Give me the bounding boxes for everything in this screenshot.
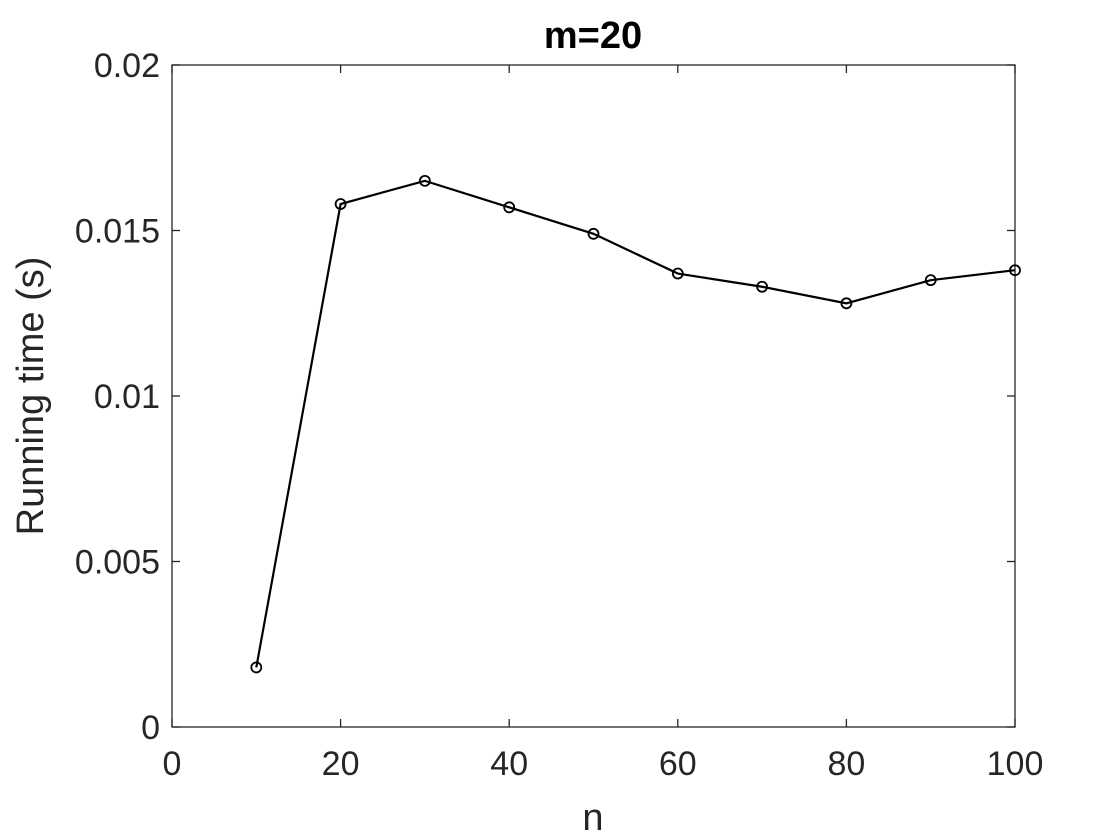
data-point-3 bbox=[503, 201, 516, 214]
x-axis-label: n bbox=[582, 797, 603, 839]
x-tick-label-1: 20 bbox=[322, 745, 360, 783]
data-point-6 bbox=[756, 280, 768, 293]
data-point-2 bbox=[418, 174, 431, 187]
series-group bbox=[250, 174, 1021, 674]
y-tick-label-2: 0.01 bbox=[94, 378, 160, 416]
series-line-0 bbox=[255, 179, 1016, 668]
x-tick-label-5: 100 bbox=[987, 745, 1044, 783]
data-point-8 bbox=[924, 274, 937, 287]
axis-ticks: 0 20 40 60 80 100 0 0.005 0.01 0.015 0.02 bbox=[75, 47, 1043, 783]
y-tick-label-1: 0.005 bbox=[75, 544, 160, 582]
data-point-5 bbox=[671, 267, 684, 280]
x-tick-label-0: 0 bbox=[163, 745, 182, 783]
data-point-1 bbox=[334, 198, 347, 210]
data-point-7 bbox=[840, 297, 853, 310]
x-tick-label-3: 60 bbox=[659, 745, 697, 783]
y-tick-label-4: 0.02 bbox=[94, 47, 160, 85]
x-tick-label-4: 80 bbox=[827, 745, 865, 783]
y-tick-label-0: 0 bbox=[141, 709, 160, 747]
y-axis-label: Running time (s) bbox=[10, 257, 52, 536]
data-point-4 bbox=[587, 227, 600, 240]
data-point-0 bbox=[250, 661, 263, 674]
x-tick-label-2: 40 bbox=[490, 745, 528, 783]
plot-area-frame bbox=[171, 64, 1016, 728]
y-tick-label-3: 0.015 bbox=[75, 213, 160, 251]
chart-title: m=20 bbox=[544, 15, 642, 57]
data-point-9 bbox=[1009, 264, 1021, 277]
